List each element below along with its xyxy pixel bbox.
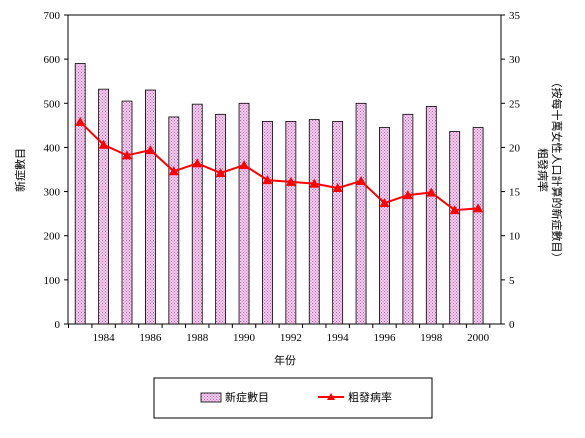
bar-1990 <box>238 102 250 325</box>
left-axis-title: 新症數目 <box>13 148 27 192</box>
right-tick-label-5: 5 <box>509 275 515 287</box>
bar-1997 <box>402 113 414 325</box>
bar-1996 <box>379 127 390 325</box>
x-tick-label-1988: 1988 <box>186 332 209 344</box>
left-tick-label-700: 700 <box>44 10 61 22</box>
rate-point-1998 <box>426 187 437 197</box>
x-tick-label-1992: 1992 <box>280 332 302 344</box>
x-tick-label-1998: 1998 <box>420 332 443 344</box>
bar-1983 <box>74 63 86 325</box>
legend: 新症數目 粗發病率 <box>153 377 433 419</box>
x-tick-label-1990: 1990 <box>233 332 256 344</box>
rate-point-1996 <box>379 198 390 208</box>
right-tick-label-30: 30 <box>509 54 521 66</box>
right-tick-label-35: 35 <box>509 10 521 22</box>
rate-point-1992 <box>285 176 296 186</box>
bar-1995 <box>355 102 367 325</box>
right-tick-label-25: 25 <box>509 98 521 110</box>
legend-label-bar: 新症數目 <box>225 390 269 404</box>
right-axis-title-line2: （按每十萬女性人口計算的新症數目） <box>550 77 564 264</box>
rate-point-1986 <box>145 145 156 155</box>
rate-point-2000 <box>473 203 484 213</box>
bar-1991 <box>262 120 273 325</box>
legend-swatch-marker <box>327 393 335 400</box>
left-tick-label-600: 600 <box>44 54 61 66</box>
right-tick-label-15: 15 <box>509 187 521 199</box>
rate-point-1989 <box>215 168 226 178</box>
right-tick-label-10: 10 <box>509 231 521 243</box>
left-tick-label-200: 200 <box>44 231 61 243</box>
right-tick-label-0: 0 <box>509 319 515 331</box>
left-tick-label-300: 300 <box>44 187 61 199</box>
x-axis: 1984 1986 1988 1990 1992 1994 1996 1998 2000 <box>68 324 491 344</box>
bar-1987 <box>168 116 180 325</box>
legend-box <box>153 377 433 419</box>
x-tick-label-1994: 1994 <box>327 332 350 344</box>
rate-point-1999 <box>449 205 460 215</box>
bar-series <box>74 63 484 325</box>
right-tick-label-20: 20 <box>509 142 521 154</box>
bar-1985 <box>121 100 133 325</box>
left-axis: 0 100 200 300 400 500 600 700 <box>44 10 68 331</box>
x-tick-label-1986: 1986 <box>139 332 162 344</box>
bar-1986 <box>145 89 156 325</box>
legend-swatch-bar <box>200 392 222 403</box>
bar-1984 <box>98 88 110 325</box>
bar-2000 <box>472 127 484 325</box>
rate-point-1987 <box>168 166 179 176</box>
rate-point-1991 <box>262 175 273 185</box>
line-series <box>75 116 484 215</box>
bar-1994 <box>332 120 344 325</box>
rate-point-1995 <box>356 175 367 185</box>
x-tick-label-1984: 1984 <box>93 332 116 344</box>
rate-point-1994 <box>332 183 343 193</box>
rate-point-1985 <box>122 150 133 160</box>
bar-1989 <box>215 113 227 325</box>
bar-1998 <box>425 105 437 325</box>
left-tick-label-400: 400 <box>44 142 61 154</box>
x-axis-title: 年份 <box>274 353 296 367</box>
rate-point-1983 <box>75 116 86 126</box>
bar-1999 <box>449 131 461 325</box>
rate-point-1988 <box>192 158 203 168</box>
x-tick-label-1996: 1996 <box>373 332 396 344</box>
rate-line <box>79 121 479 212</box>
rate-point-1993 <box>309 178 320 188</box>
x-tick-label-2000: 2000 <box>467 332 490 344</box>
rate-point-1997 <box>402 190 413 200</box>
left-tick-label-100: 100 <box>44 275 61 287</box>
right-axis-title-line1: 粗發病率 <box>536 148 550 192</box>
right-axis: 0 5 10 15 20 25 30 35 <box>501 10 521 331</box>
bar-1988 <box>191 103 203 325</box>
left-tick-label-0: 0 <box>55 319 61 331</box>
left-tick-label-500: 500 <box>44 98 61 110</box>
bar-1992 <box>285 120 297 325</box>
bar-1993 <box>308 119 320 325</box>
legend-label-line: 粗發病率 <box>348 390 392 404</box>
rate-point-1984 <box>98 139 109 149</box>
rate-point-1990 <box>239 160 250 170</box>
